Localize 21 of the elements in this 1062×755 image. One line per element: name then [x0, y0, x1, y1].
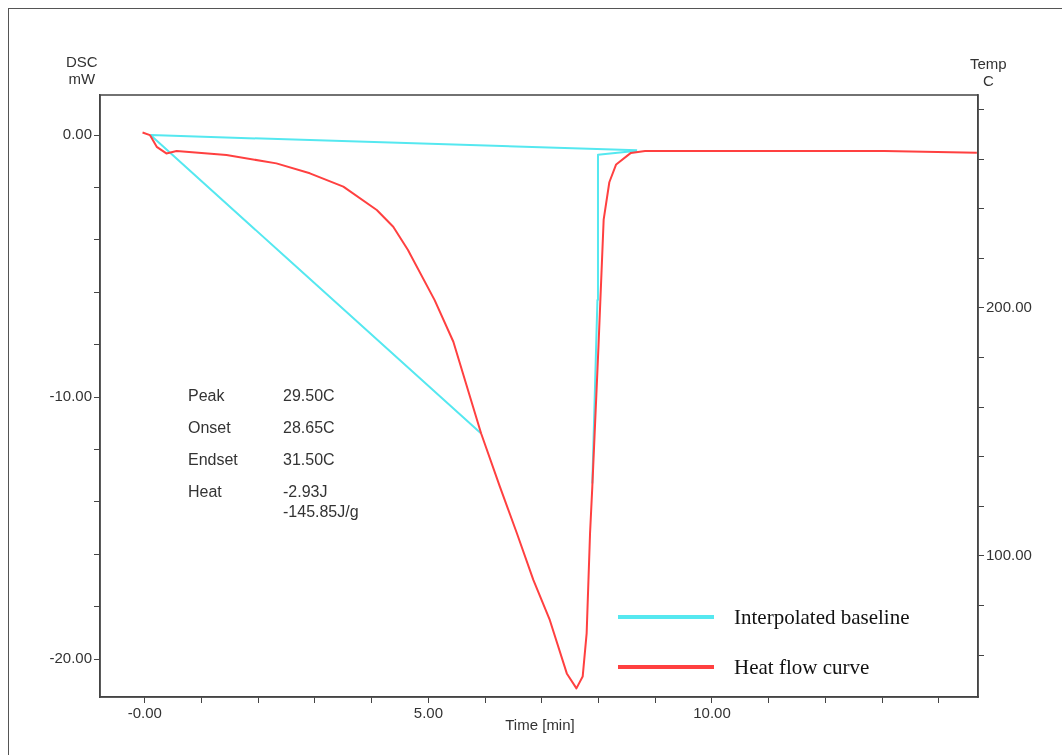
- legend-label: Interpolated baseline: [734, 604, 910, 630]
- legend-label: Heat flow curve: [734, 654, 870, 680]
- annotation: 31.50C: [283, 450, 336, 470]
- annotation: Peak: [188, 386, 226, 406]
- y-tick-label: -20.00: [49, 649, 92, 667]
- x-tick-label: 5.00: [413, 704, 443, 722]
- y2-tick-label: 100.00: [986, 546, 1032, 564]
- x-tick-label: -0.00: [127, 704, 162, 722]
- y-axis-title: DSC mW: [66, 53, 98, 87]
- y-tick-label: 0.00: [62, 125, 92, 143]
- annotation: Heat: [188, 482, 223, 502]
- y2-axis-title: Temp C: [970, 55, 1007, 89]
- annotation: -2.93J -145.85J/g: [283, 482, 359, 522]
- annotation: 29.50C: [283, 386, 336, 406]
- annotation: 28.65C: [283, 418, 336, 438]
- y-tick-label: -10.00: [49, 387, 92, 405]
- annotation: Onset: [188, 418, 232, 438]
- x-tick-label: 10.00: [693, 704, 731, 722]
- y2-tick-label: 200.00: [986, 298, 1032, 316]
- x-axis-title: Time [min]: [504, 716, 576, 733]
- annotation: Endset: [188, 450, 239, 470]
